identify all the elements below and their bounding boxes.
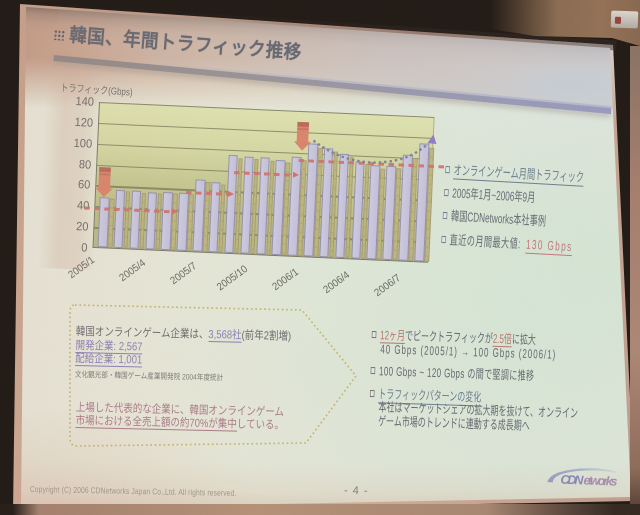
svg-text:CDN: CDN [560,473,584,488]
svg-text:etworks: etworks [583,473,618,488]
